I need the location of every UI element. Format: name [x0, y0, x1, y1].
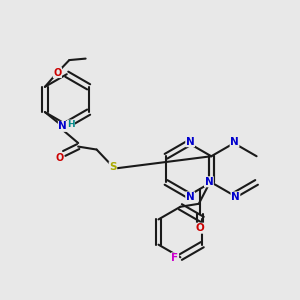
Text: O: O [53, 68, 62, 78]
Text: S: S [109, 162, 117, 172]
Text: N: N [231, 192, 240, 202]
Text: N: N [230, 137, 239, 147]
Text: H: H [67, 120, 75, 129]
Text: O: O [55, 154, 63, 164]
Text: O: O [196, 223, 204, 233]
Text: F: F [172, 253, 178, 263]
Text: N: N [58, 122, 67, 131]
Text: N: N [186, 137, 194, 147]
Text: N: N [186, 192, 194, 202]
Text: N: N [205, 177, 213, 187]
